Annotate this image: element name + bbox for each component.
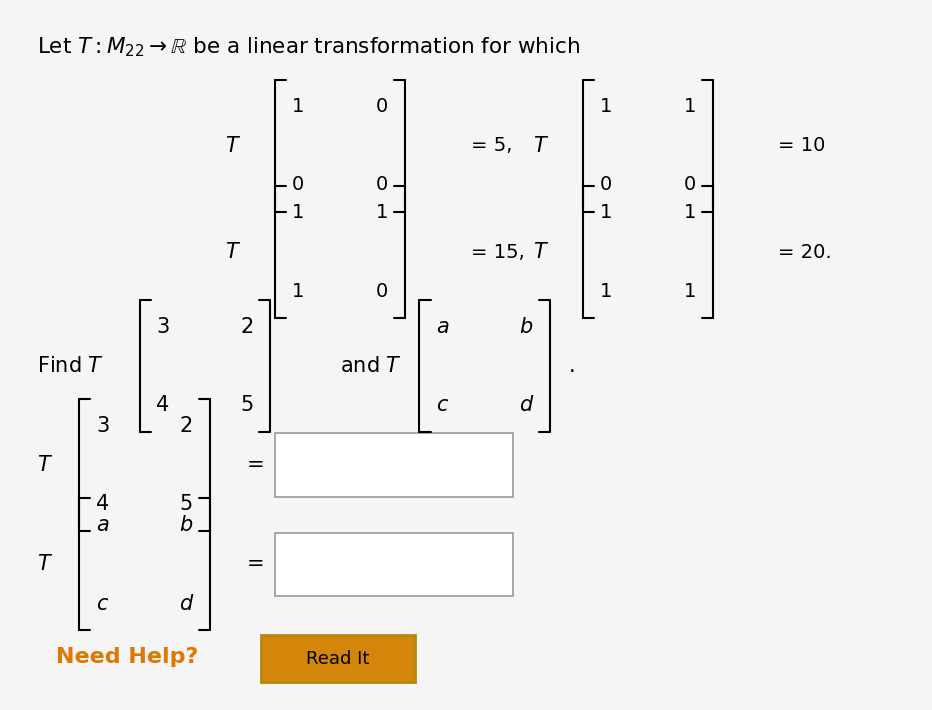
FancyBboxPatch shape <box>275 532 513 596</box>
Text: $d$: $d$ <box>519 395 534 415</box>
Text: =: = <box>247 455 265 475</box>
Text: $T$: $T$ <box>532 242 549 262</box>
Text: 4: 4 <box>96 494 109 514</box>
Text: 0: 0 <box>292 175 305 194</box>
Text: 0: 0 <box>599 175 612 194</box>
Text: 1: 1 <box>683 204 696 222</box>
Text: $T$: $T$ <box>37 455 53 475</box>
Text: = 5,: = 5, <box>471 136 512 155</box>
Text: Read It: Read It <box>307 650 369 667</box>
Text: 1: 1 <box>599 282 612 300</box>
Text: 1: 1 <box>292 97 305 116</box>
Text: 1: 1 <box>683 282 696 300</box>
Text: 1: 1 <box>292 204 305 222</box>
Text: 1: 1 <box>683 97 696 116</box>
Text: = 10: = 10 <box>778 136 826 155</box>
Text: 1: 1 <box>376 204 389 222</box>
Text: 5: 5 <box>240 395 254 415</box>
Text: $T$: $T$ <box>37 555 53 574</box>
Text: $T$: $T$ <box>225 136 241 155</box>
Text: $c$: $c$ <box>436 395 449 415</box>
Text: 1: 1 <box>599 204 612 222</box>
Text: 5: 5 <box>180 494 193 514</box>
Text: 2: 2 <box>240 317 254 337</box>
Text: Need Help?: Need Help? <box>56 647 199 667</box>
Text: 0: 0 <box>376 97 389 116</box>
Text: = 15,: = 15, <box>471 243 525 261</box>
Text: 2: 2 <box>180 416 193 436</box>
Text: =: = <box>247 555 265 574</box>
Text: $T$: $T$ <box>225 242 241 262</box>
Text: Let $T: M_{22} \rightarrow \mathbb{R}$ be a linear transformation for which: Let $T: M_{22} \rightarrow \mathbb{R}$ b… <box>37 36 581 59</box>
Text: $c$: $c$ <box>96 594 109 613</box>
Text: and $T$: and $T$ <box>340 356 403 376</box>
Text: $a$: $a$ <box>96 515 109 535</box>
Text: 3: 3 <box>96 416 109 436</box>
Text: .: . <box>569 356 575 376</box>
FancyBboxPatch shape <box>261 635 415 682</box>
Text: $b$: $b$ <box>519 317 534 337</box>
Text: 1: 1 <box>292 282 305 300</box>
Text: = 20.: = 20. <box>778 243 832 261</box>
Text: $b$: $b$ <box>179 515 194 535</box>
Text: $T$: $T$ <box>532 136 549 155</box>
Text: 0: 0 <box>683 175 696 194</box>
Text: Find $T$: Find $T$ <box>37 356 104 376</box>
Text: $a$: $a$ <box>436 317 449 337</box>
Text: $d$: $d$ <box>179 594 194 613</box>
Text: 0: 0 <box>376 282 389 300</box>
FancyBboxPatch shape <box>275 433 513 497</box>
Text: 0: 0 <box>376 175 389 194</box>
Text: 3: 3 <box>157 317 170 337</box>
Text: 4: 4 <box>157 395 170 415</box>
Text: 1: 1 <box>599 97 612 116</box>
